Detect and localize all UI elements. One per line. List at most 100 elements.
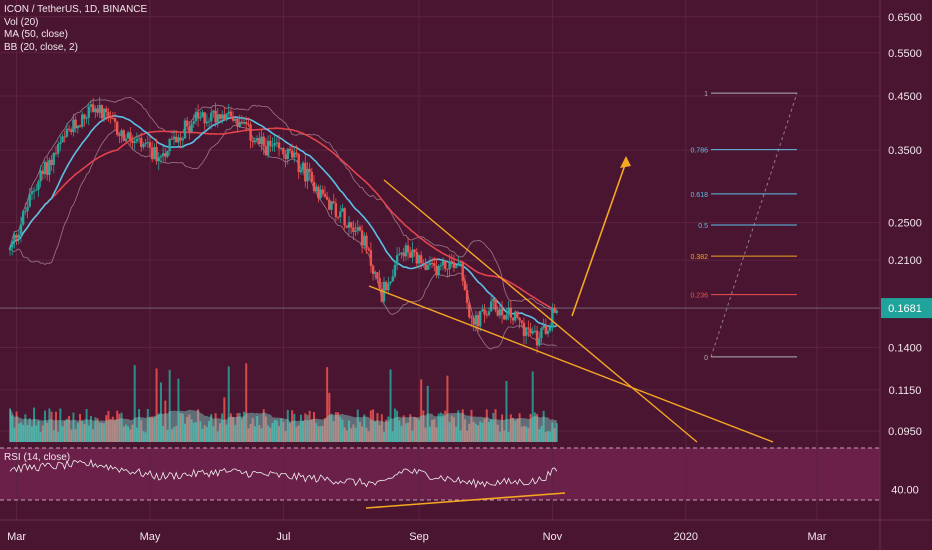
- candle-body: [153, 147, 156, 160]
- fib-level-label: 0.5: [698, 223, 708, 230]
- volume-bar: [527, 428, 530, 442]
- symbol-title[interactable]: ICON / TetherUS, 1D, BINANCE: [4, 4, 148, 15]
- volume-bar: [275, 420, 278, 442]
- volume-bar: [227, 366, 230, 442]
- volume-bar: [341, 419, 344, 442]
- candle-body: [474, 315, 478, 325]
- candle-body: [496, 309, 499, 316]
- candle-body: [505, 314, 508, 320]
- candle-body: [542, 325, 545, 329]
- candle-body: [280, 148, 283, 150]
- candle-body: [98, 104, 101, 113]
- candle-body: [476, 315, 480, 327]
- candle-body: [293, 152, 296, 158]
- breakout-arrow-head: [620, 156, 631, 168]
- volume-bar: [282, 421, 285, 442]
- fib-level-label: 0.786: [690, 148, 708, 155]
- volume-bar: [345, 430, 348, 442]
- candle-body: [472, 318, 475, 325]
- candle-body: [133, 141, 136, 143]
- candle-body: [308, 168, 311, 173]
- volume-bar: [313, 412, 316, 442]
- candle-body: [393, 264, 397, 277]
- candle-body: [220, 114, 224, 119]
- volume-bar: [328, 392, 331, 442]
- volume-bar: [205, 427, 208, 442]
- volume-bar: [173, 427, 176, 442]
- volume-bar: [83, 423, 86, 442]
- candle-body: [255, 138, 259, 141]
- candle-body: [39, 170, 42, 182]
- volume-bar: [291, 410, 294, 442]
- candle-body: [146, 142, 150, 144]
- volume-bar: [280, 418, 283, 442]
- volume-bar: [39, 431, 42, 442]
- candle-body: [439, 265, 443, 267]
- candle-body: [411, 249, 414, 258]
- candle-body: [286, 148, 289, 159]
- candle-body: [15, 234, 18, 239]
- candle-body: [142, 144, 145, 148]
- rsi-legend[interactable]: RSI (14, close): [4, 452, 71, 463]
- candle-body: [30, 191, 34, 195]
- rsi-band: [0, 448, 880, 500]
- price-tick-label: 0.2100: [888, 255, 922, 267]
- candle-body: [269, 140, 272, 146]
- volume-bar: [463, 419, 466, 442]
- volume-bar: [492, 412, 495, 442]
- drawings: 1 0.786 0.618 0.5 0.382 0.236 0: [0, 91, 880, 443]
- fib-trend-line: [710, 92, 798, 358]
- candle-body: [144, 143, 147, 145]
- volume-bar: [251, 418, 254, 442]
- volume-bar: [140, 420, 143, 442]
- candle-body: [454, 265, 458, 268]
- candle-body: [380, 288, 384, 302]
- volume-bar: [129, 429, 132, 442]
- volume-bar: [181, 413, 184, 442]
- candle-body: [369, 250, 373, 266]
- candle-body: [437, 265, 440, 276]
- volume-bar: [503, 430, 506, 442]
- volume-bar: [65, 418, 68, 442]
- candle-body: [157, 157, 160, 162]
- candle-body: [470, 317, 473, 319]
- volume-bar: [24, 414, 27, 442]
- candle-body: [266, 140, 270, 156]
- candle-body: [52, 152, 55, 165]
- volume-bar: [22, 424, 25, 442]
- volume-bar: [201, 428, 204, 442]
- candle-body: [430, 262, 434, 264]
- volume-bar: [431, 419, 434, 442]
- volume-bar: [271, 422, 274, 442]
- candle-body: [334, 203, 338, 217]
- volume-bar: [411, 430, 414, 442]
- volume-bar: [326, 367, 329, 442]
- volume-bar: [332, 421, 335, 442]
- volume-bar: [192, 422, 195, 442]
- legend: ICON / TetherUS, 1D, BINANCE Vol (20) MA…: [4, 4, 147, 54]
- candle-body: [448, 261, 451, 270]
- volume-bar: [531, 371, 534, 442]
- volume-bar: [214, 413, 217, 442]
- volume-bar: [396, 410, 399, 442]
- volume-bar: [542, 410, 545, 442]
- volume-bar: [358, 421, 361, 442]
- candle-body: [164, 153, 167, 157]
- candle-body: [91, 104, 95, 113]
- volume-bar: [149, 416, 151, 442]
- volume-bar: [284, 431, 287, 442]
- candle-body: [522, 322, 526, 336]
- candle-body: [507, 307, 510, 315]
- candle-body: [168, 138, 171, 152]
- bb-legend[interactable]: BB (20, close, 2): [4, 41, 78, 53]
- candle-body: [192, 121, 195, 124]
- volume-bar: [378, 425, 381, 442]
- volume-bar: [404, 423, 407, 442]
- volume-bar: [455, 426, 458, 442]
- ma-legend[interactable]: MA (50, close): [4, 29, 68, 40]
- volume-bar: [306, 414, 309, 442]
- volume-bar: [288, 423, 291, 442]
- vol-legend[interactable]: Vol (20): [4, 16, 39, 28]
- candle-body: [210, 112, 213, 122]
